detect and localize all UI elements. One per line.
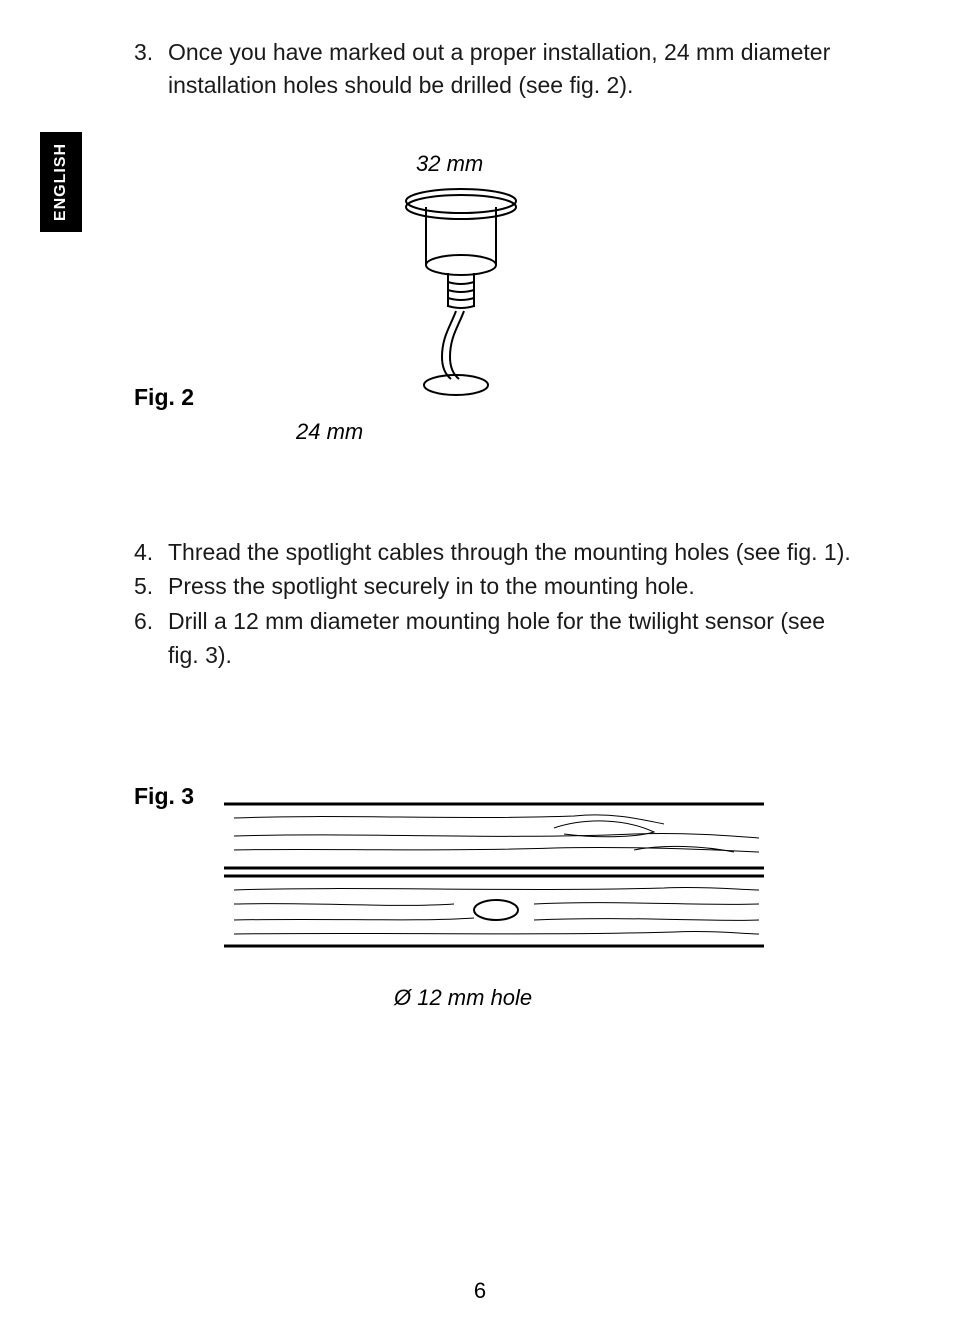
- step-5: 5. Press the spotlight securely in to th…: [134, 569, 854, 604]
- step-3: 3. Once you have marked out a proper ins…: [134, 36, 854, 103]
- step-5-text: Press the spotlight securely in to the m…: [168, 569, 695, 604]
- step-6-text: Drill a 12 mm diameter mounting hole for…: [168, 604, 854, 673]
- wood-plank-diagram-icon: [214, 790, 774, 960]
- fig2-top-dimension: 32 mm: [416, 151, 854, 177]
- step-4: 4. Thread the spotlight cables through t…: [134, 535, 854, 570]
- step-3-number: 3.: [134, 36, 168, 103]
- fig2-bottom-dimension: 24 mm: [296, 419, 854, 445]
- step-5-number: 5.: [134, 569, 168, 604]
- step-4-number: 4.: [134, 535, 168, 570]
- step-4-text: Thread the spotlight cables through the …: [168, 535, 851, 570]
- fig2-caption: Fig. 2: [134, 384, 194, 411]
- page-number: 6: [0, 1278, 960, 1304]
- language-label: ENGLISH: [52, 143, 70, 221]
- figure-2-block: 32 mm: [134, 151, 854, 445]
- fig3-hole-label: Ø 12 mm hole: [394, 985, 854, 1011]
- step-6-number: 6.: [134, 604, 168, 673]
- spotlight-diagram-icon: [396, 187, 526, 407]
- steps-4-5-6: 4. Thread the spotlight cables through t…: [134, 535, 854, 673]
- step-3-text: Once you have marked out a proper instal…: [168, 36, 854, 103]
- language-tab: ENGLISH: [40, 132, 82, 232]
- step-6: 6. Drill a 12 mm diameter mounting hole …: [134, 604, 854, 673]
- page-content: 3. Once you have marked out a proper ins…: [134, 36, 854, 1011]
